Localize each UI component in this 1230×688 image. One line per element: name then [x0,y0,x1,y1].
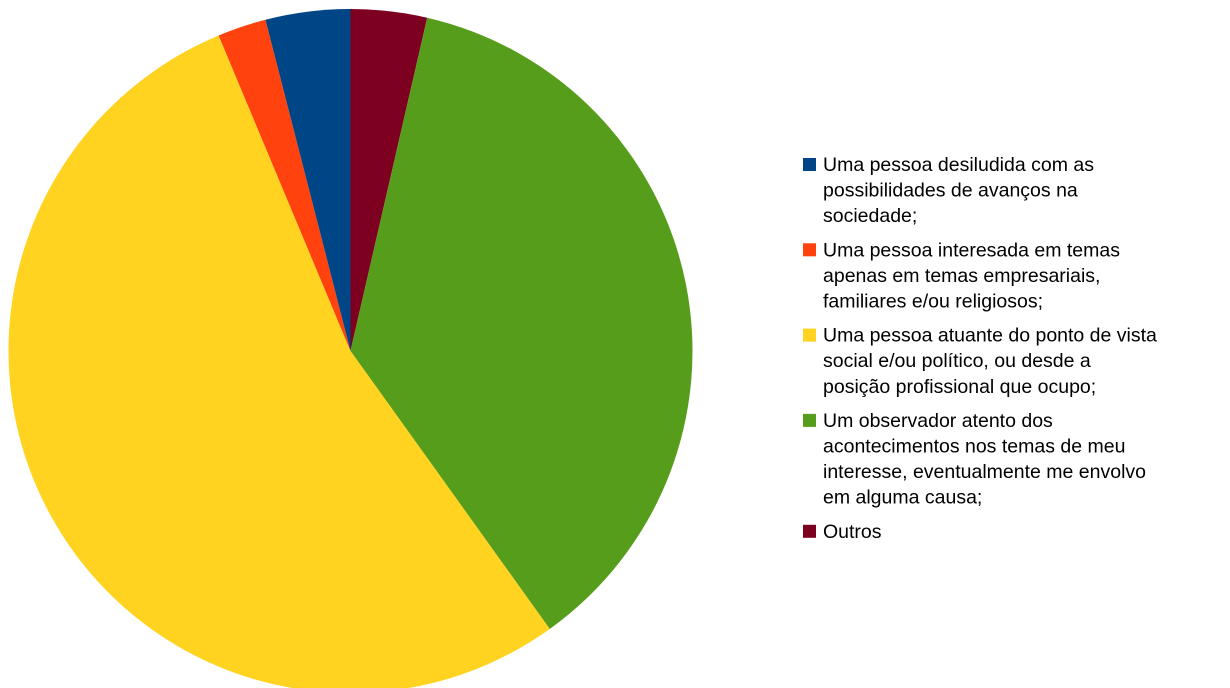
legend-label-line: posição profissional que ocupo; [823,376,1096,398]
legend-label-line: possibilidades de avanços na [823,180,1078,202]
pie-slice-4 [265,9,351,351]
legend-label-line: Uma pessoa atuante do ponto de vista [823,325,1157,347]
legend-label-line: Outros [823,521,882,543]
legend-item-1: Um observador atento dos acontecimentos n… [803,410,1146,509]
legend-label-line: social e/ou político, ou desde a [823,350,1091,372]
legend-label-line: acontecimentos nos temas de meu [823,436,1125,458]
legend-label-line: em alguma causa; [823,487,982,509]
legend-label-line: familiares e/ou religiosos; [823,291,1043,313]
legend: Uma pessoa desiludida com as possibilidad… [803,154,1157,543]
pie-slices [8,9,693,688]
legend-item-2: Uma pessoa atuante do ponto de vista soci… [803,325,1157,398]
legend-label-line: interesse, eventualmente me envolvo [823,461,1146,483]
legend-label-line: Um observador atento dos [823,410,1053,432]
legend-swatch [803,243,816,257]
pie-slice-3 [218,19,351,352]
legend-label-line: Uma pessoa desiludida com as [823,154,1094,176]
pie-slice-2 [8,35,550,688]
legend-label-line: sociedade; [823,205,917,227]
legend-swatch [803,413,816,427]
legend-swatch [803,328,816,342]
legend-label-line: Uma pessoa interesada em temas [823,239,1120,261]
legend-item-4: Uma pessoa desiludida com as possibilidad… [803,154,1094,227]
pie-slice-1 [350,17,693,629]
legend-label-line: apenas em temas empresariais, [823,265,1100,287]
legend-item-3: Uma pessoa interesada em temas apenas em … [803,239,1120,313]
legend-swatch [803,524,816,538]
legend-swatch [803,158,816,171]
pie-slice-0 [350,9,428,351]
legend-item-0: Outros [803,521,882,543]
